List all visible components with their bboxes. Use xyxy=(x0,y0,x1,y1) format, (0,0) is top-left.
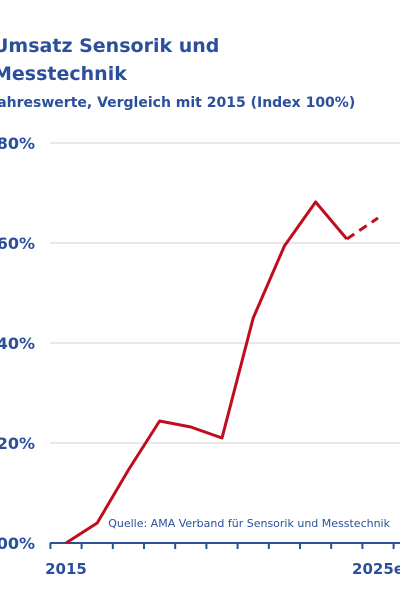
data-line xyxy=(65,200,348,545)
x-tick-label: 2015 xyxy=(45,560,87,578)
y-tick-label: 100% xyxy=(0,534,35,553)
data-line xyxy=(345,216,379,241)
x-tick-label: 2025e xyxy=(352,560,400,578)
y-tick-label: 120% xyxy=(0,434,35,453)
y-tick-label: 140% xyxy=(0,334,35,353)
source-note: Quelle: AMA Verband für Sensorik und Mes… xyxy=(108,517,390,530)
chart-subtitle: Jahreswerte, Vergleich mit 2015 (Index 1… xyxy=(0,95,355,111)
chart-title: Umsatz Sensorik und xyxy=(0,35,219,57)
chart-title: Messtechnik xyxy=(0,63,127,85)
y-tick-label: 180% xyxy=(0,134,35,153)
y-tick-label: 160% xyxy=(0,234,35,253)
